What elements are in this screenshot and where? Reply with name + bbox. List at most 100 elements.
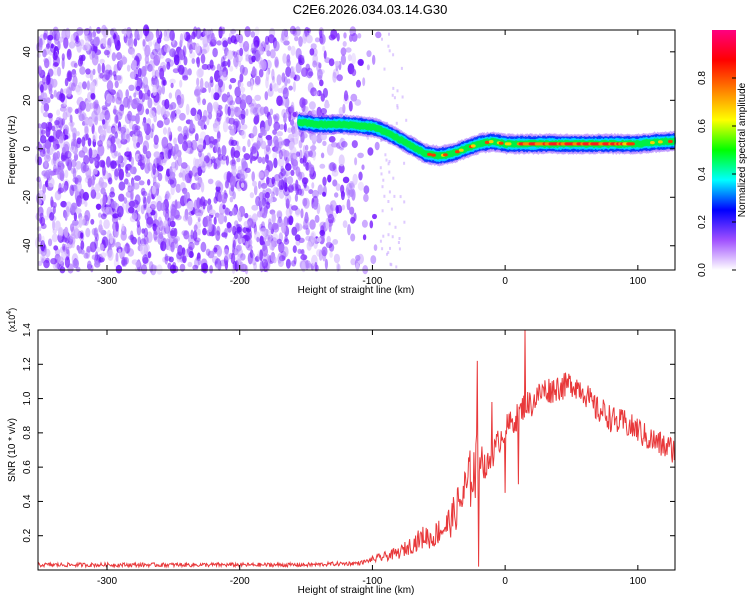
heatmap-cell — [190, 229, 194, 240]
heatmap-cell — [299, 149, 303, 161]
heatmap-cell — [88, 147, 93, 159]
heatmap-cell — [259, 106, 266, 116]
heatmap-cell — [269, 83, 273, 92]
heatmap-cell — [93, 168, 98, 175]
heatmap-cell — [326, 235, 331, 244]
heatmap-cell — [239, 73, 244, 83]
heatmap-cell — [150, 51, 155, 60]
heatmap-cell — [272, 75, 276, 83]
heatmap-cell — [387, 233, 390, 237]
heatmap-cell — [232, 260, 237, 271]
heatmap-cell — [484, 140, 490, 144]
heatmap-cell — [381, 185, 384, 189]
heatmap-cell — [222, 40, 228, 48]
heatmap-cell — [309, 149, 317, 158]
heatmap-cell — [68, 82, 74, 91]
heatmap-cell — [217, 79, 224, 88]
heatmap-cell — [179, 79, 183, 88]
heatmap-cell — [182, 214, 189, 222]
heatmap-cell — [117, 126, 124, 135]
heatmap-cell — [300, 254, 308, 261]
heatmap-cell — [322, 176, 327, 186]
heatmap-cell — [97, 63, 101, 74]
heatmap-cell — [342, 176, 350, 184]
heatmap-cell — [229, 175, 236, 188]
heatmap-cell — [216, 112, 222, 122]
heatmap-cell — [188, 42, 194, 49]
heatmap-cell — [101, 119, 106, 125]
heatmap-cell — [100, 252, 107, 259]
heatmap-cell — [258, 180, 262, 190]
heatmap-cell — [132, 59, 137, 66]
heatmap-cell — [310, 231, 317, 243]
heatmap-cell — [284, 235, 288, 243]
heatmap-cell — [144, 48, 150, 58]
heatmap-cell — [305, 144, 309, 151]
heatmap-cell — [259, 235, 264, 246]
heatmap-cell — [78, 150, 86, 158]
heatmap-cell — [121, 56, 128, 65]
heatmap-cell — [41, 122, 48, 130]
heatmap-cell — [231, 207, 237, 216]
heatmap-cell — [345, 47, 352, 53]
heatmap-cell — [61, 146, 66, 154]
heatmap-cell — [308, 150, 313, 158]
heatmap-cell — [358, 171, 363, 181]
heatmap-cell — [222, 204, 226, 210]
heatmap-cell — [367, 147, 374, 156]
heatmap-cell — [42, 74, 46, 85]
heatmap-cell — [76, 40, 82, 53]
heatmap-cell — [166, 61, 171, 70]
heatmap-cell — [84, 42, 90, 52]
heatmap-cell — [173, 54, 180, 66]
heatmap-cell — [388, 32, 390, 36]
heatmap-cell — [110, 160, 117, 169]
colorbar-ticks: 0.0 0.2 0.4 0.6 0.8 — [697, 71, 736, 277]
heatmap-cell — [246, 81, 252, 87]
y-tick-label: 1.4 — [22, 323, 33, 337]
heatmap-cell — [136, 220, 141, 228]
heatmap-cell — [224, 180, 229, 189]
heatmap-cell — [165, 206, 169, 214]
heatmap-cell — [167, 149, 172, 159]
heatmap-cell — [264, 154, 269, 164]
heatmap-cell — [328, 220, 332, 233]
heatmap-cell — [301, 261, 306, 273]
heatmap-cell — [258, 46, 265, 55]
heatmap-cell — [114, 131, 118, 139]
bottom-x-axis: -300 -200 -100 0 100 — [97, 330, 647, 587]
heatmap-cell — [127, 98, 131, 109]
heatmap-cell — [265, 191, 270, 199]
heatmap-cell — [267, 230, 272, 238]
heatmap-cell — [86, 80, 90, 91]
heatmap-cell — [60, 200, 67, 208]
heatmap-cell — [129, 215, 137, 223]
top-y-axis-label: Frequency (Hz) — [7, 116, 18, 185]
heatmap-cell — [131, 179, 135, 192]
heatmap-cell — [251, 214, 258, 222]
heatmap-cell — [138, 67, 142, 78]
heatmap-cell — [90, 189, 97, 199]
y-multiplier-prefix: (x10 — [7, 315, 17, 333]
heatmap-cell — [233, 55, 239, 68]
heatmap-cell — [235, 245, 241, 253]
heatmap-cell — [36, 176, 41, 183]
heatmap-cell — [74, 40, 81, 47]
heatmap-cell — [87, 137, 92, 147]
heatmap-cell — [147, 89, 151, 97]
heatmap-cell — [207, 250, 215, 259]
heatmap-cell — [162, 127, 168, 135]
heatmap-cell — [283, 186, 290, 197]
heatmap-cell — [49, 30, 53, 38]
heatmap-cell — [216, 225, 221, 236]
heatmap-cell — [170, 241, 175, 253]
heatmap-cell — [163, 36, 170, 42]
heatmap-cell — [72, 258, 79, 269]
heatmap-cell — [40, 104, 44, 114]
heatmap-cell — [348, 100, 353, 112]
heatmap-cell — [227, 58, 231, 68]
heatmap-cell — [317, 68, 323, 80]
heatmap-cell — [202, 28, 207, 36]
heatmap-cell — [179, 33, 184, 45]
